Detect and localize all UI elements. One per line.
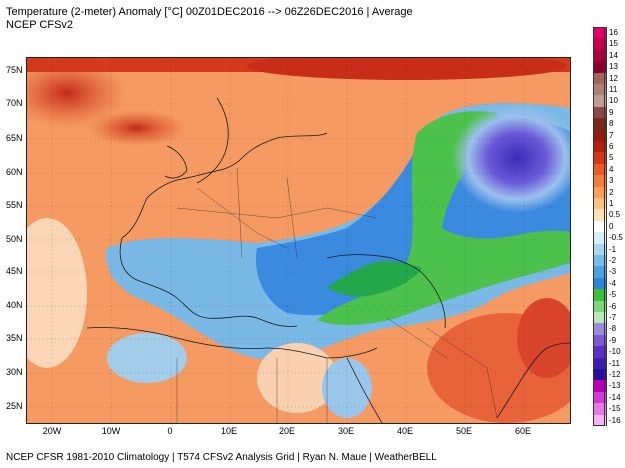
lat-label-45n: 45N: [6, 266, 23, 276]
coastline-uk: [164, 145, 188, 179]
colorbar-label: 14: [609, 50, 618, 60]
cold-anomaly-purple-core: [452, 103, 570, 213]
colorbar-label: -12: [609, 370, 621, 379]
colorbar-label: 9: [609, 107, 614, 117]
border-line-4: [286, 177, 298, 259]
lat-label-50n: 50N: [6, 234, 23, 244]
warm-anomaly-iran: [517, 298, 570, 378]
colorbar-label: -5: [609, 290, 617, 300]
colorbar-label: 13: [609, 62, 618, 72]
neutral-anomaly-atlantic: [27, 218, 87, 368]
lon-label-0: 0: [167, 426, 173, 436]
lon-label-20w: 20W: [42, 426, 62, 436]
coastline-red-sea: [346, 357, 383, 423]
coastline-mediterranean-north: [119, 237, 298, 327]
anomaly-map: [26, 57, 571, 424]
coastline-north-africa: [86, 327, 378, 359]
colorbar-label: -8: [609, 324, 617, 334]
warm-anomaly-barents: [247, 58, 567, 80]
chart-subtitle: NCEP CFSv2: [6, 19, 74, 31]
border-line-2: [196, 187, 288, 249]
colorbar-label: 10: [609, 96, 618, 106]
colorbar-label: 1: [609, 199, 614, 208]
colorbar-label: 16: [609, 28, 618, 37]
lon-label-40e: 40E: [396, 426, 413, 436]
colorbar-label: -1: [609, 244, 617, 254]
colorbar-label: -11: [609, 358, 620, 368]
warm-anomaly-iceland: [87, 110, 187, 146]
lon-label-20e: 20E: [278, 426, 295, 436]
colorbar-label: -10: [609, 347, 621, 357]
colorbar-label: -15: [609, 404, 621, 414]
colorbar-label: -14: [609, 392, 621, 402]
colorbar-label: 0: [609, 221, 614, 231]
colorbar-label: -6: [609, 301, 617, 311]
lon-label-30e: 30E: [337, 426, 354, 436]
colorbar-label: 11: [609, 85, 618, 94]
colorbar-label: -9: [609, 335, 617, 345]
colorbar-label: 5: [609, 153, 614, 163]
lat-label-35n: 35N: [6, 333, 23, 343]
colorbar-label: 7: [609, 130, 614, 140]
colorbar-label: -3: [609, 267, 617, 277]
lat-label-40n: 40N: [6, 300, 23, 310]
footer-credits: NCEP CFSR 1981-2010 Climatology | T574 C…: [6, 452, 437, 463]
colorbar-label: -13: [609, 381, 621, 391]
coastline-persian-gulf: [496, 342, 570, 419]
lat-label-70n: 70N: [6, 98, 23, 108]
colorbar-label: 15: [609, 39, 618, 49]
coastline-scandinavia: [196, 97, 229, 184]
colorbar-label: -16: [609, 415, 621, 425]
coastline-black-sea: [326, 254, 423, 274]
lat-label-60n: 60N: [6, 167, 23, 177]
anomaly-map-svg: [27, 58, 570, 423]
colorbar-label: -7: [609, 313, 617, 322]
lat-label-25n: 25N: [6, 401, 23, 411]
lat-label-75n: 75N: [6, 65, 23, 75]
lat-label-30n: 30N: [6, 367, 23, 377]
colorbar-label: 12: [609, 73, 618, 83]
chart-title-block: Temperature (2-meter) Anomaly [°C] 00Z01…: [6, 6, 413, 32]
chart-title: Temperature (2-meter) Anomaly [°C] 00Z01…: [6, 6, 413, 18]
colorbar-label: 8: [609, 119, 614, 129]
colorbar-border: [593, 27, 605, 426]
border-line-3: [236, 167, 243, 259]
lat-label-65n: 65N: [6, 133, 23, 143]
coastline-caspian: [421, 272, 446, 329]
border-line-8: [426, 327, 498, 419]
lon-label-50e: 50E: [455, 426, 472, 436]
colorbar-label: -4: [609, 278, 617, 288]
lon-label-10e: 10E: [220, 426, 237, 436]
lat-label-55n: 55N: [6, 200, 23, 210]
border-line-1: [176, 207, 378, 219]
border-line-9: [386, 317, 448, 359]
colorbar-label: 0.5: [609, 210, 621, 220]
country-borders: [176, 167, 498, 423]
colorbar-label: 3: [609, 176, 614, 186]
colorbar-label: 6: [609, 142, 614, 151]
cold-anomaly-north-africa: [107, 333, 187, 383]
lon-label-60e: 60E: [514, 426, 531, 436]
colorbar-label: 2: [609, 187, 614, 197]
cold-anomaly-deep-green: [327, 260, 422, 297]
lon-label-10w: 10W: [101, 426, 121, 436]
cold-anomaly-green: [317, 111, 570, 326]
colorbar-label: -0.5: [609, 233, 623, 243]
colorbar-label: 4: [609, 164, 614, 174]
graticule: [27, 58, 570, 423]
colorbar-label: -2: [609, 256, 617, 265]
